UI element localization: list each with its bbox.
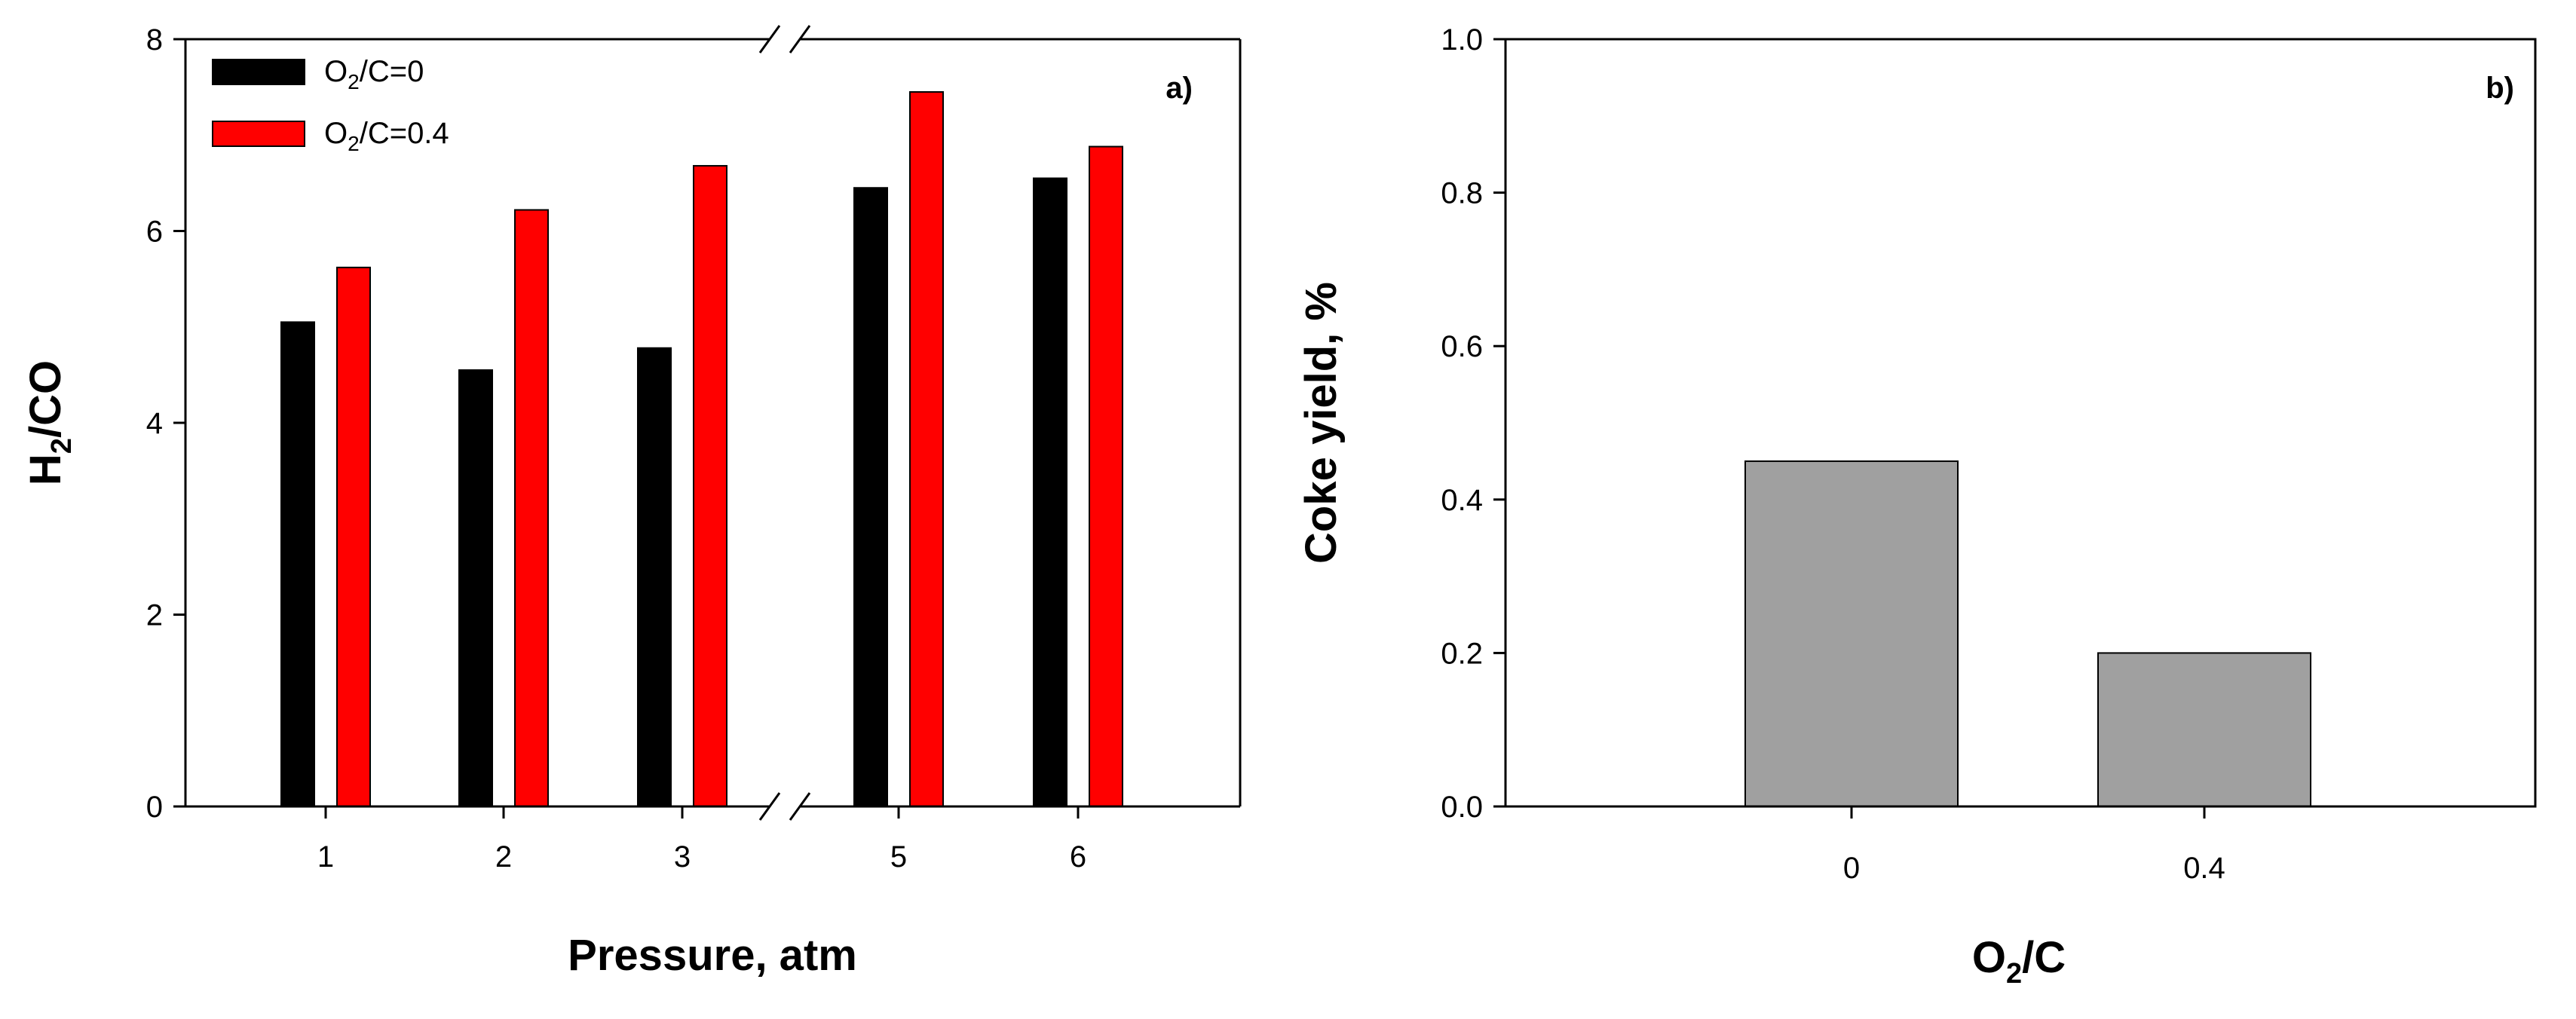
panel-a-y-title-sub: 2 bbox=[46, 438, 78, 454]
bar-coke-yield-o2c-0 bbox=[1744, 460, 1959, 808]
legend-label-o2c-0.4: O2/C=0.4 bbox=[324, 117, 449, 155]
panel-a-y-ticks: 0 2 4 6 8 bbox=[146, 23, 185, 824]
bar-o2c-0-p3 bbox=[637, 347, 672, 807]
panel-a-break-mark-bottom-2 bbox=[789, 792, 811, 821]
panel-a-break-mark-top-1 bbox=[758, 25, 781, 54]
panel-b-x-tick-label: 0.4 bbox=[2183, 852, 2225, 885]
bar-o2c-0.4-p6 bbox=[1089, 145, 1123, 807]
panel-b-y-tick-label: 0.2 bbox=[1441, 637, 1483, 670]
panel-b-y-axis-title: Coke yield, % bbox=[1297, 282, 1346, 564]
bar-o2c-0.4-p2 bbox=[514, 209, 549, 807]
panel-a-legend: O2/C=0 O2/C=0.4 bbox=[212, 55, 449, 155]
panel-a-bars bbox=[280, 90, 1123, 808]
panel-b-y-tick-label: 0.0 bbox=[1441, 791, 1483, 824]
legend-swatch-o2c-0.4 bbox=[212, 121, 305, 147]
panel-b-y-tick-label: 0.6 bbox=[1441, 330, 1483, 363]
bar-o2c-0.4-p1 bbox=[336, 266, 371, 808]
panel-a-x-tick-label: 5 bbox=[890, 840, 907, 874]
panel-b-y-tick-label: 1.0 bbox=[1441, 23, 1483, 57]
panel-a-y-title-rest: /CO bbox=[21, 360, 70, 438]
panel-a-x-tick-label: 3 bbox=[674, 840, 691, 874]
panel-b-label: b) bbox=[2486, 72, 2514, 105]
panel-b-y-tick-label: 0.4 bbox=[1441, 484, 1483, 517]
panel-a-x-ticks: 1 2 3 5 6 bbox=[317, 806, 1086, 874]
legend-label-o2c-0: O2/C=0 bbox=[324, 55, 424, 93]
panel-b-y-tick-label: 0.8 bbox=[1441, 177, 1483, 210]
legend-swatch-o2c-0 bbox=[212, 59, 305, 85]
panel-b-y-ticks: 0.0 0.2 0.4 0.6 0.8 1.0 bbox=[1441, 23, 1505, 824]
panel-a-y-tick-label: 0 bbox=[146, 791, 163, 824]
panel-b-frame bbox=[1504, 38, 2537, 808]
bar-o2c-0-p6 bbox=[1033, 177, 1067, 807]
panel-b: 0.00.20.40.60.81.0 0 0.4 b) O2/C Coke yie… bbox=[1297, 23, 2537, 990]
panel-a-y-tick-label: 4 bbox=[146, 407, 163, 440]
panel-a-y-title-base: H bbox=[21, 454, 70, 485]
panel-a-break-mark-top-2 bbox=[789, 25, 811, 54]
bar-o2c-0-p2 bbox=[458, 369, 493, 807]
panel-a-y-tick-label: 2 bbox=[146, 599, 163, 632]
panel-a-y-tick-label: 8 bbox=[146, 23, 163, 57]
panel-a-x-axis-title: Pressure, atm bbox=[568, 931, 857, 980]
bar-o2c-0-p5 bbox=[853, 187, 888, 808]
bar-o2c-0.4-p3 bbox=[693, 164, 727, 808]
panel-b-x-ticks: 0 0.4 bbox=[1843, 806, 2225, 885]
bar-coke-yield-o2c-0.4 bbox=[2097, 652, 2311, 808]
panel-b-bars bbox=[1744, 460, 2311, 808]
panel-a-label: a) bbox=[1165, 72, 1193, 105]
panel-a-break-mark-bottom-1 bbox=[758, 792, 781, 821]
panel-a-y-axis-title: H2/CO bbox=[21, 360, 78, 485]
panel-a-x-tick-label: 1 bbox=[317, 840, 334, 874]
panel-a-frame bbox=[184, 25, 1242, 821]
panel-b-x-axis-title: O2/C bbox=[1972, 933, 2066, 990]
bar-o2c-0.4-p5 bbox=[909, 90, 944, 808]
panel-a-x-tick-label: 6 bbox=[1070, 840, 1086, 874]
panel-a-x-tick-label: 2 bbox=[495, 840, 512, 874]
bar-o2c-0-p1 bbox=[280, 321, 315, 807]
panel-a-y-tick-label: 6 bbox=[146, 216, 163, 249]
panel-b-x-tick-label: 0 bbox=[1843, 852, 1860, 885]
